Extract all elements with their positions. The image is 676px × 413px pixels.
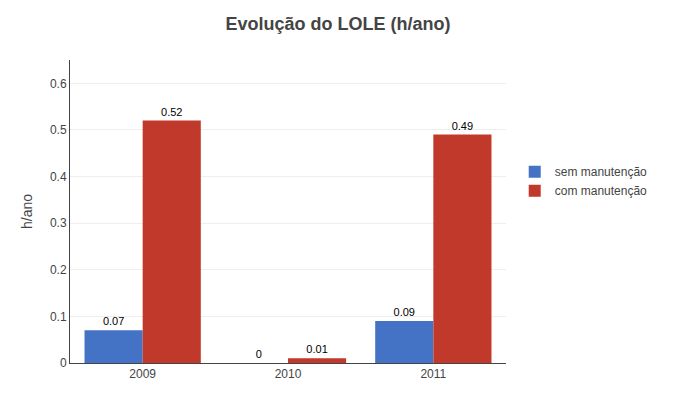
svg-text:0: 0: [60, 356, 67, 370]
svg-text:0.5: 0.5: [50, 123, 67, 137]
svg-text:sem manutenção: sem manutenção: [555, 165, 647, 179]
svg-text:0.01: 0.01: [306, 343, 327, 355]
svg-text:0.4: 0.4: [50, 170, 67, 184]
svg-text:0.1: 0.1: [50, 310, 67, 324]
svg-text:0.09: 0.09: [394, 306, 415, 318]
svg-text:2011: 2011: [420, 367, 446, 381]
svg-text:2010: 2010: [275, 367, 302, 381]
svg-text:0.49: 0.49: [452, 120, 473, 132]
svg-text:0.6: 0.6: [50, 77, 67, 91]
svg-text:Evolução do LOLE (h/ano): Evolução do LOLE (h/ano): [226, 14, 451, 34]
svg-text:com manutenção: com manutenção: [555, 184, 647, 198]
svg-text:0.52: 0.52: [161, 106, 182, 118]
svg-text:h/ano: h/ano: [19, 194, 35, 229]
svg-text:0.2: 0.2: [50, 263, 67, 277]
svg-text:0.07: 0.07: [103, 315, 124, 327]
svg-text:2009: 2009: [129, 367, 156, 381]
svg-text:0.3: 0.3: [50, 216, 67, 230]
svg-text:0: 0: [256, 348, 262, 360]
